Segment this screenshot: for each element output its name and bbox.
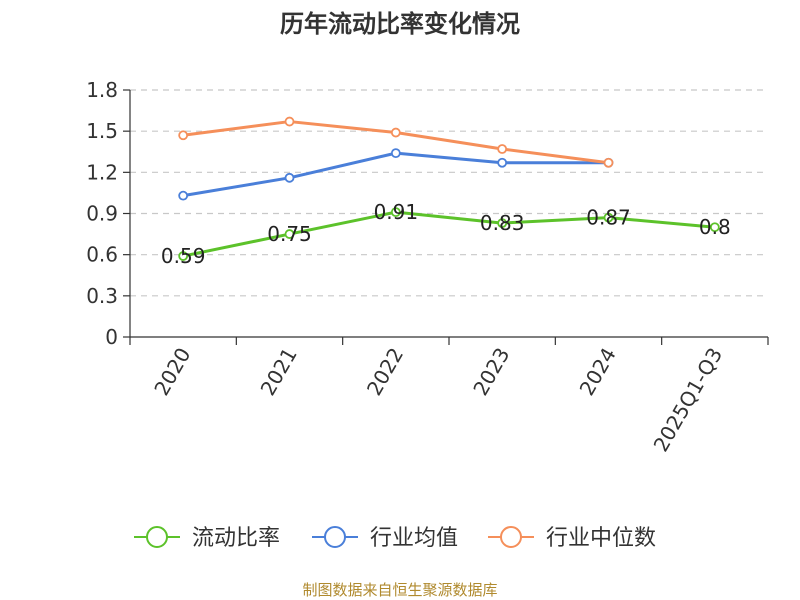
data-point — [284, 172, 295, 183]
data-point — [390, 127, 401, 138]
legend-marker — [146, 526, 168, 548]
legend-label: 流动比率 — [192, 526, 280, 551]
data-point — [497, 218, 508, 229]
data-point — [178, 130, 189, 141]
x-tick-label: 2023 — [468, 343, 514, 399]
x-tick-label: 2021 — [256, 344, 302, 400]
data-label: 0.83 — [480, 211, 525, 235]
x-tick-label: 2022 — [362, 344, 408, 400]
data-label: 0.75 — [267, 222, 312, 246]
legend-label: 行业中位数 — [546, 526, 656, 551]
data-labels: 0.59 0.75 0.91 0.83 0.87 0.8 — [161, 200, 731, 268]
source-note: 制图数据来自恒生聚源数据库 — [302, 581, 497, 599]
data-point — [497, 157, 508, 168]
data-point — [709, 222, 720, 233]
data-label: 0.87 — [586, 206, 631, 230]
x-tick-label: 2020 — [149, 344, 195, 400]
legend: 流动比率 行业均值 行业中位数 — [134, 526, 656, 551]
data-point — [603, 212, 614, 223]
legend-marker — [500, 526, 522, 548]
y-tick-label: 1.2 — [86, 160, 118, 184]
grid — [130, 89, 768, 297]
legend-marker — [324, 526, 346, 548]
series — [178, 116, 720, 261]
y-tick-label: 1.8 — [86, 78, 118, 102]
y-tick-label: 0.6 — [86, 243, 118, 267]
data-point — [284, 116, 295, 127]
x-tick-label: 2024 — [575, 344, 621, 400]
y-tick-label: 0 — [105, 325, 118, 349]
y-tick-label: 0.9 — [86, 202, 118, 226]
x-tick-label: 2025Q1-Q3 — [648, 344, 727, 456]
data-point — [497, 144, 508, 154]
data-point — [284, 229, 295, 239]
data-point — [178, 190, 189, 201]
data-label: 0.59 — [161, 244, 206, 268]
data-label: 0.8 — [699, 215, 731, 239]
data-point — [603, 157, 614, 168]
series-line-2 — [182, 151, 609, 198]
data-point — [178, 251, 189, 261]
legend-label: 行业均值 — [370, 526, 458, 551]
y-tick-label: 1.5 — [86, 119, 118, 143]
data-point — [390, 148, 401, 159]
data-point — [390, 207, 401, 218]
chart-title: 历年流动比率变化情况 — [280, 10, 520, 38]
data-label: 0.91 — [374, 200, 419, 224]
series-line-1 — [182, 210, 715, 258]
y-tick-label: 0.3 — [86, 284, 118, 308]
